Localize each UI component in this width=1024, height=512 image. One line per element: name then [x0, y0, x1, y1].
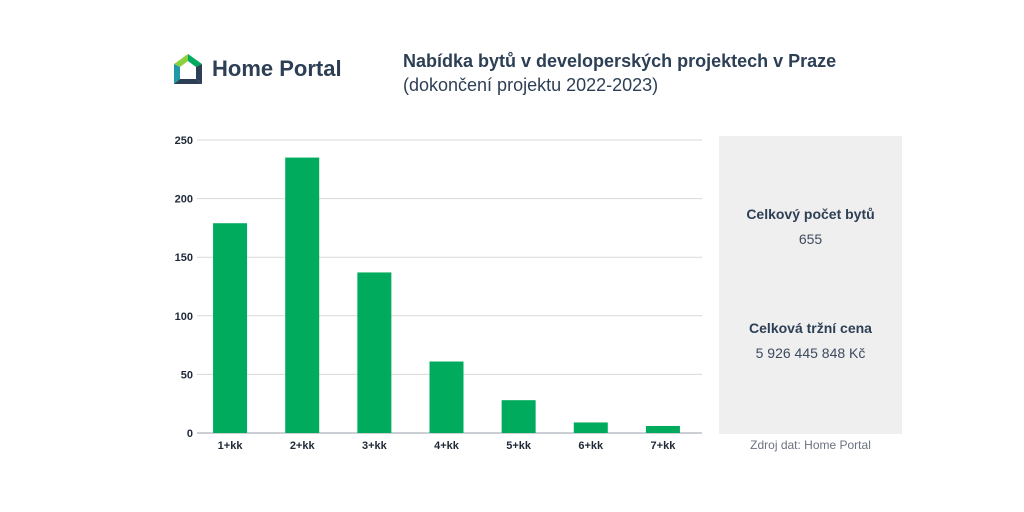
total-count-label: Celkový počet bytů [746, 206, 875, 222]
x-tick-label: 2+kk [290, 440, 316, 452]
total-count-value: 655 [798, 231, 823, 247]
house-logo-icon [174, 54, 202, 84]
bar [501, 400, 536, 433]
bar [429, 361, 464, 433]
bar [213, 223, 248, 433]
y-tick-label: 0 [187, 428, 193, 440]
x-tick-label: 4+kk [434, 440, 460, 452]
bar [573, 422, 608, 433]
y-tick-label: 250 [175, 135, 193, 147]
x-tick-label: 5+kk [506, 440, 532, 452]
x-tick-label: 1+kk [218, 440, 244, 452]
total-price-label: Celková tržní cena [749, 320, 872, 336]
brand-logo: Home Portal [172, 52, 342, 86]
y-tick-label: 150 [175, 252, 193, 264]
y-tick-label: 100 [175, 311, 193, 323]
total-price-value: 5 926 445 848 Kč [755, 345, 866, 361]
data-source: Zdroj dat: Home Portal [750, 438, 871, 452]
chart-subtitle: (dokončení projektu 2022-2023) [403, 75, 659, 95]
chart-title: Nabídka bytů v developerských projektech… [403, 51, 837, 71]
bar [645, 425, 680, 433]
x-tick-label: 3+kk [362, 440, 388, 452]
y-tick-label: 50 [181, 369, 193, 381]
summary-panel: Celkový počet bytů 655 Celková tržní cen… [719, 136, 902, 434]
x-tick-label: 6+kk [578, 440, 604, 452]
bar [285, 157, 320, 433]
bar [357, 272, 392, 433]
brand-name: Home Portal [212, 56, 342, 81]
y-tick-label: 200 [175, 194, 193, 206]
x-tick-label: 7+kk [651, 440, 677, 452]
